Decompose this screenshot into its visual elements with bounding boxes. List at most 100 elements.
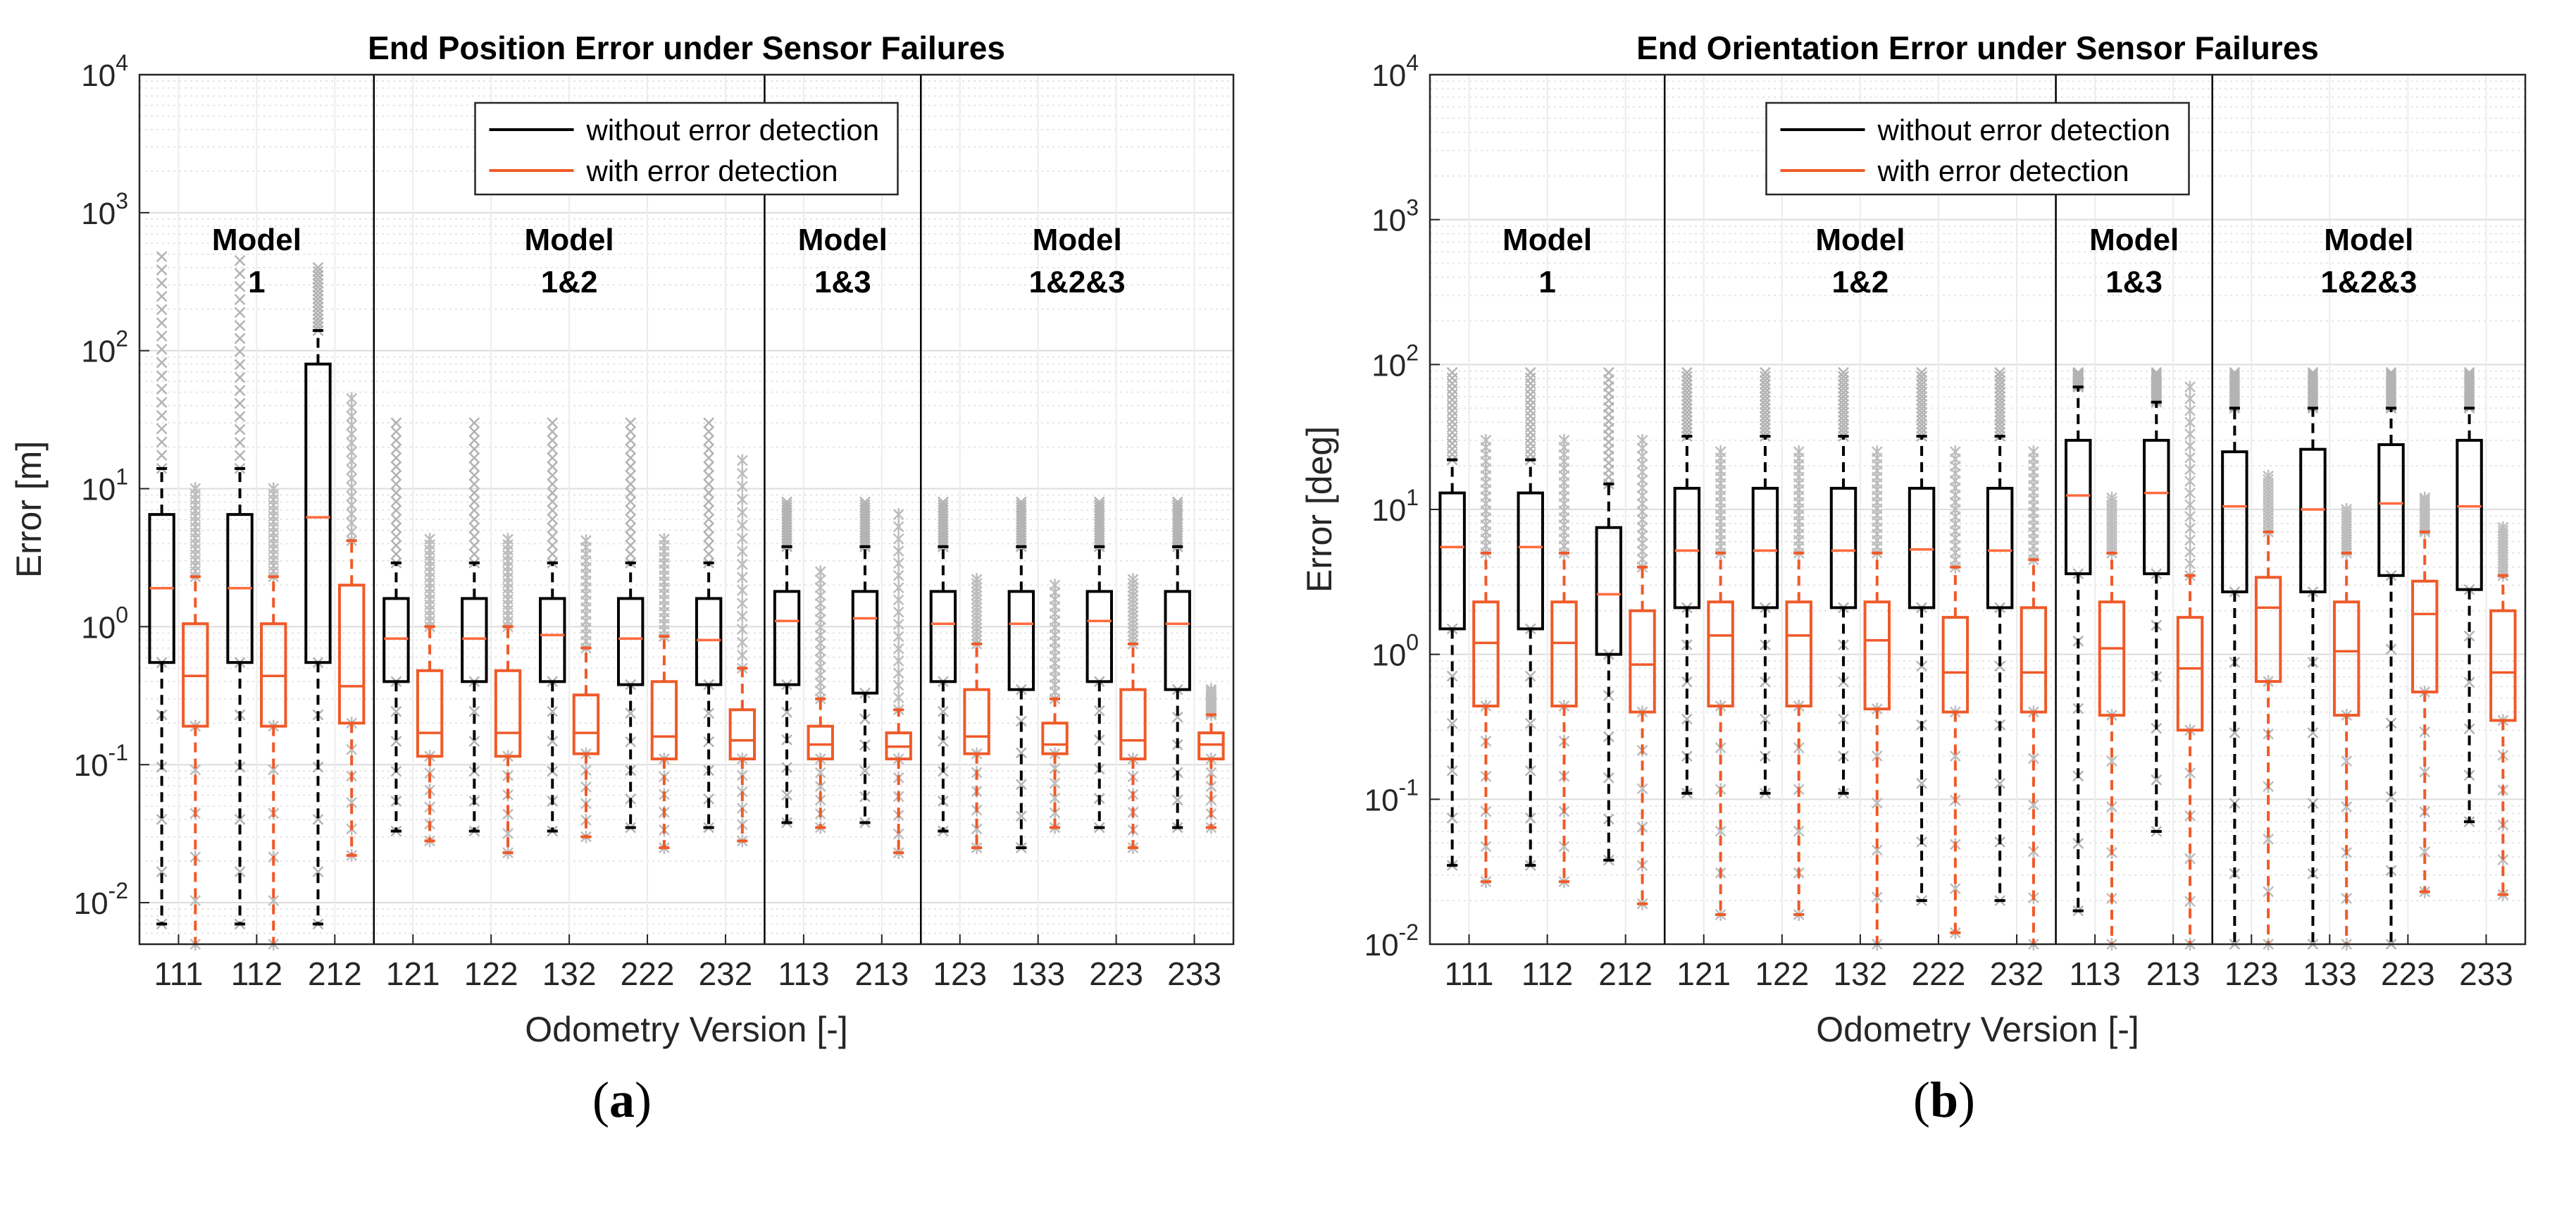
y-tick-label-base: 10 <box>1364 928 1399 963</box>
y-tick-label-base: 10 <box>81 197 116 231</box>
outlier-marker <box>390 531 402 543</box>
legend-box <box>1765 101 2190 196</box>
outlier-marker <box>468 522 480 534</box>
box <box>337 583 366 725</box>
outlier-marker <box>234 346 246 357</box>
outlier-marker <box>736 623 748 636</box>
outlier-marker <box>625 469 637 481</box>
box <box>2098 600 2126 717</box>
box <box>2456 438 2483 591</box>
y-tick-label: 10-1 <box>1364 774 1419 817</box>
outlier-marker <box>1681 414 1693 426</box>
box <box>963 688 990 755</box>
outlier-marker <box>892 667 904 680</box>
outlier-marker <box>625 452 637 464</box>
outlier-marker <box>1524 812 1536 824</box>
outlier-marker <box>1916 371 1927 383</box>
outlier-marker <box>156 383 168 395</box>
box <box>1085 590 1113 683</box>
outlier-marker <box>547 435 559 446</box>
outlier-marker <box>1093 705 1105 717</box>
outlier-marker <box>1994 383 2006 395</box>
outlier-marker <box>892 654 904 667</box>
x-tick-label: 233 <box>1167 955 1221 992</box>
outlier-marker <box>781 789 792 801</box>
x-tick-label: 213 <box>854 955 909 992</box>
outlier-marker <box>1524 388 1536 400</box>
outlier-marker <box>2307 727 2319 738</box>
outlier-marker <box>1681 371 1693 383</box>
outlier-marker <box>703 417 714 428</box>
outlier-marker <box>234 254 246 266</box>
outlier-marker <box>1838 395 1849 407</box>
outlier-marker <box>2072 366 2084 378</box>
x-tick-label: 132 <box>542 955 597 992</box>
outlier-marker <box>2151 371 2163 382</box>
outlier-marker <box>736 532 748 545</box>
box <box>929 590 957 683</box>
outlier-marker <box>1171 711 1183 723</box>
group-label-line2: 1 <box>1538 265 1555 299</box>
outlier-marker <box>625 417 637 428</box>
outlier-marker <box>234 280 246 292</box>
outlier-marker <box>2463 366 2475 378</box>
outlier-marker <box>625 487 637 499</box>
outlier-marker <box>468 478 480 490</box>
outlier-marker <box>156 343 168 355</box>
y-tick-label-exponent: 1 <box>116 464 128 490</box>
outlier-marker <box>468 461 480 473</box>
outlier-marker <box>2307 371 2319 383</box>
outlier-marker <box>1681 375 1693 386</box>
box <box>1829 486 1858 610</box>
outlier-marker <box>156 290 168 302</box>
outlier-marker <box>2307 366 2319 378</box>
outlier-marker <box>1015 779 1027 791</box>
outlier-marker <box>1681 395 1693 407</box>
outlier-marker <box>468 540 480 551</box>
outlier-marker <box>1524 432 1536 444</box>
outlier-marker <box>312 293 324 305</box>
y-tick-label-base: 10 <box>1371 493 1406 528</box>
y-tick-label: 100 <box>81 602 128 645</box>
outlier-marker <box>892 532 904 545</box>
outlier-marker <box>156 814 168 825</box>
outlier-marker <box>2341 503 2353 516</box>
x-tick-label: 111 <box>154 955 204 992</box>
outlier-marker <box>1446 717 1458 729</box>
box <box>1164 590 1191 691</box>
panel-label-a: (a) <box>592 1072 652 1128</box>
x-tick-label: 113 <box>2069 955 2120 992</box>
outlier-marker <box>938 705 949 717</box>
axes-frame <box>1429 73 2527 946</box>
outlier-marker <box>502 533 514 546</box>
outlier-marker <box>859 765 871 776</box>
outlier-marker <box>2184 392 2196 405</box>
outlier-marker <box>1760 390 1771 402</box>
outlier-marker <box>1994 375 2006 386</box>
y-tick-label-base: 10 <box>1371 348 1406 383</box>
box <box>1908 486 1936 610</box>
outlier-marker <box>390 487 402 499</box>
outlier-marker <box>580 534 592 547</box>
panel-label-b: (b) <box>1912 1072 1975 1128</box>
outlier-marker <box>1916 375 1927 386</box>
outlier-marker <box>156 397 168 408</box>
outlier-marker <box>312 814 324 825</box>
outlier-marker <box>781 706 792 718</box>
outlier-marker <box>625 478 637 490</box>
outlier-marker <box>703 478 714 490</box>
outlier-marker <box>703 540 714 551</box>
outlier-marker <box>625 426 637 438</box>
group-label-line2: 1&3 <box>814 265 871 299</box>
x-axis-label: Odometry Version [-] <box>525 1010 848 1049</box>
outlier-marker <box>468 705 480 717</box>
outlier-marker <box>1171 496 1183 508</box>
outlier-marker <box>2463 371 2475 383</box>
outlier-marker <box>1760 387 1771 398</box>
outlier-marker <box>1838 399 1849 410</box>
outlier-marker <box>1171 794 1183 806</box>
outlier-marker <box>1681 713 1693 725</box>
outlier-marker <box>736 466 748 480</box>
outlier-marker <box>659 533 670 546</box>
